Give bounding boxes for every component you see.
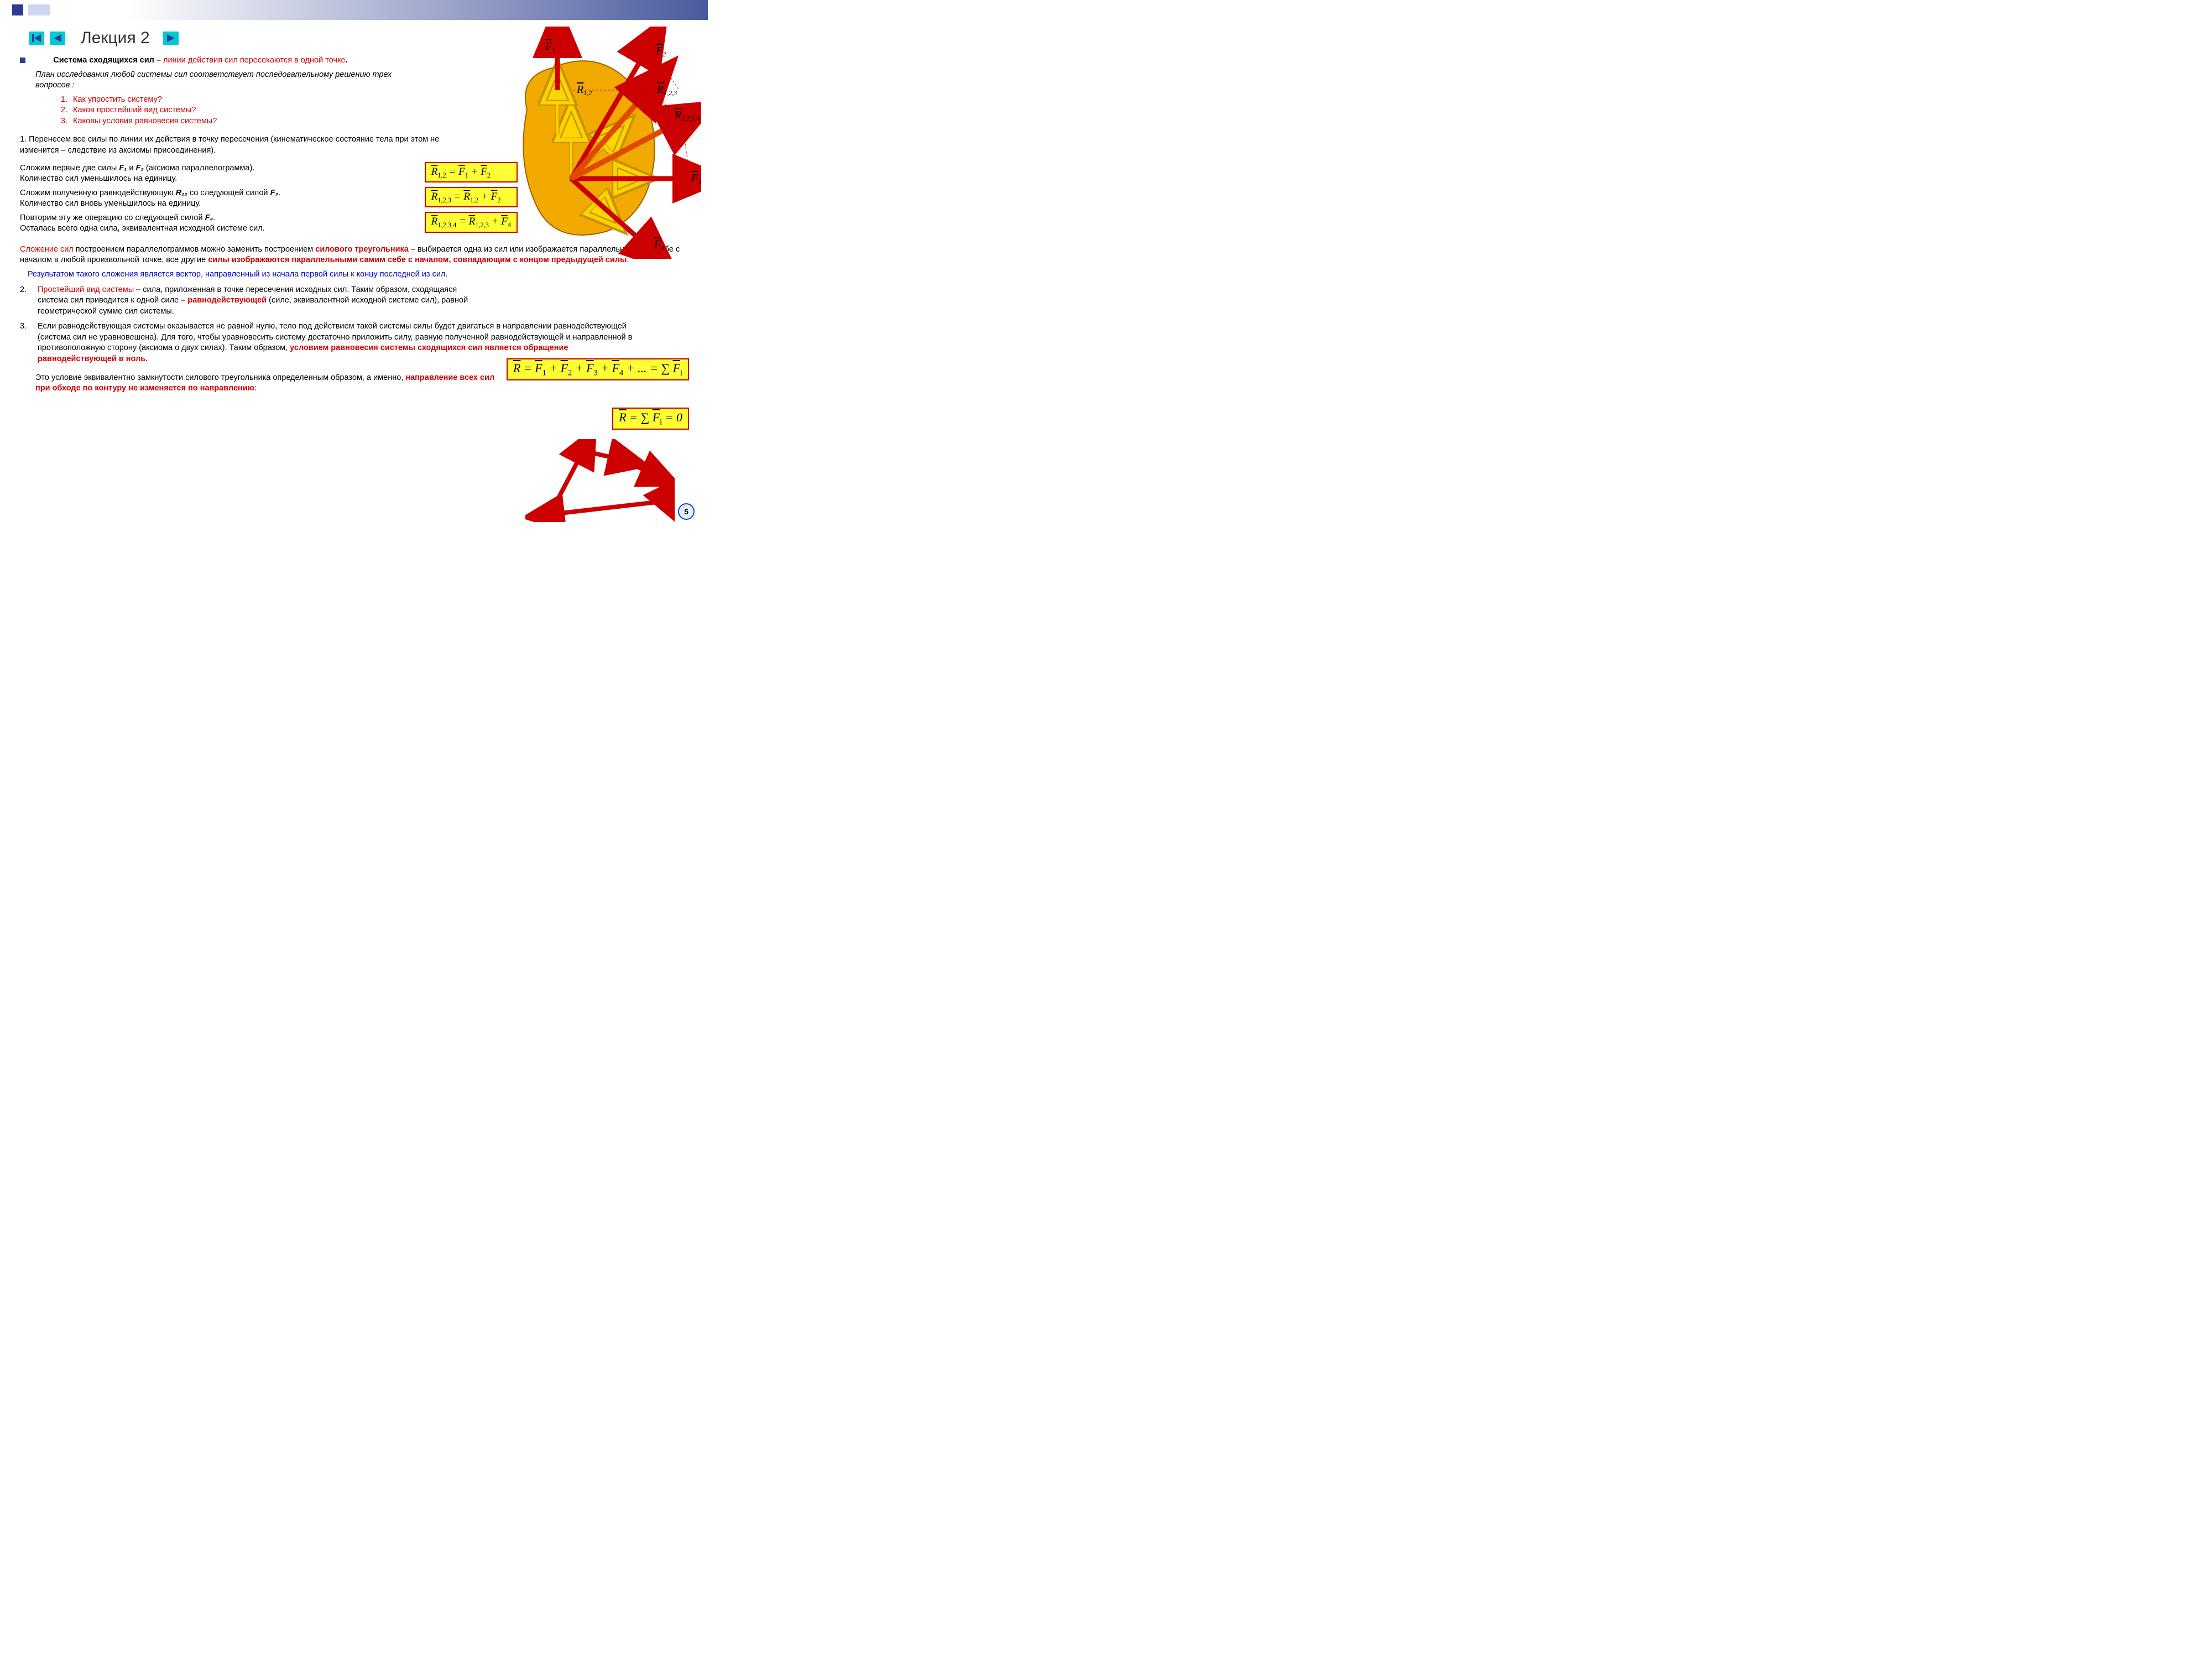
nav-next-button[interactable] xyxy=(163,32,179,45)
header-bar xyxy=(0,0,708,20)
step1-a: 1. Перенесем все силы по линии их действ… xyxy=(20,134,479,156)
nav-first-button[interactable] xyxy=(29,32,44,45)
svg-text:R1,2,3: R1,2,3 xyxy=(656,84,677,97)
triangle-result: Результатом такого сложения является век… xyxy=(20,269,691,280)
step2: 2. Простейший вид системы – сила, прилож… xyxy=(20,285,484,317)
heading-red: линии действия сил пересекаются в одной … xyxy=(163,56,346,65)
formula-sum: R = F1 + F2 + F3 + F4 + ... = ∑ Fi xyxy=(507,358,689,380)
svg-text:R1,2,3,4: R1,2,3,4 xyxy=(674,109,700,122)
step1-c: Сложим полученную равнодействующую R₁₂ с… xyxy=(20,188,397,210)
svg-text:F1: F1 xyxy=(545,40,555,54)
heading-bold: Система сходящихся сил – xyxy=(53,56,163,65)
page-number: 5 xyxy=(678,503,695,520)
force-diagram: F1 F2 F3 F4 R1,2 R1,2,3 R1,2,3,4 xyxy=(486,27,701,259)
closing-para: Это условие эквивалентно замкнутости сил… xyxy=(20,373,507,394)
step1-b: Сложим первые две силы F₁ и F₂ (аксиома … xyxy=(20,163,397,185)
force-polygon xyxy=(525,439,675,522)
formula-zero: R = ∑ Fi = 0 xyxy=(612,408,689,430)
lecture-title: Лекция 2 xyxy=(71,29,150,48)
step1-d: Повторим эту же операцию со следующей си… xyxy=(20,213,397,234)
svg-text:F2: F2 xyxy=(655,45,666,58)
nav-prev-button[interactable] xyxy=(50,32,65,45)
plan-text: План исследования любой системы сил соот… xyxy=(20,70,424,91)
svg-text:F3: F3 xyxy=(691,172,701,185)
bullet-icon xyxy=(20,58,25,63)
svg-text:F4: F4 xyxy=(654,238,664,252)
